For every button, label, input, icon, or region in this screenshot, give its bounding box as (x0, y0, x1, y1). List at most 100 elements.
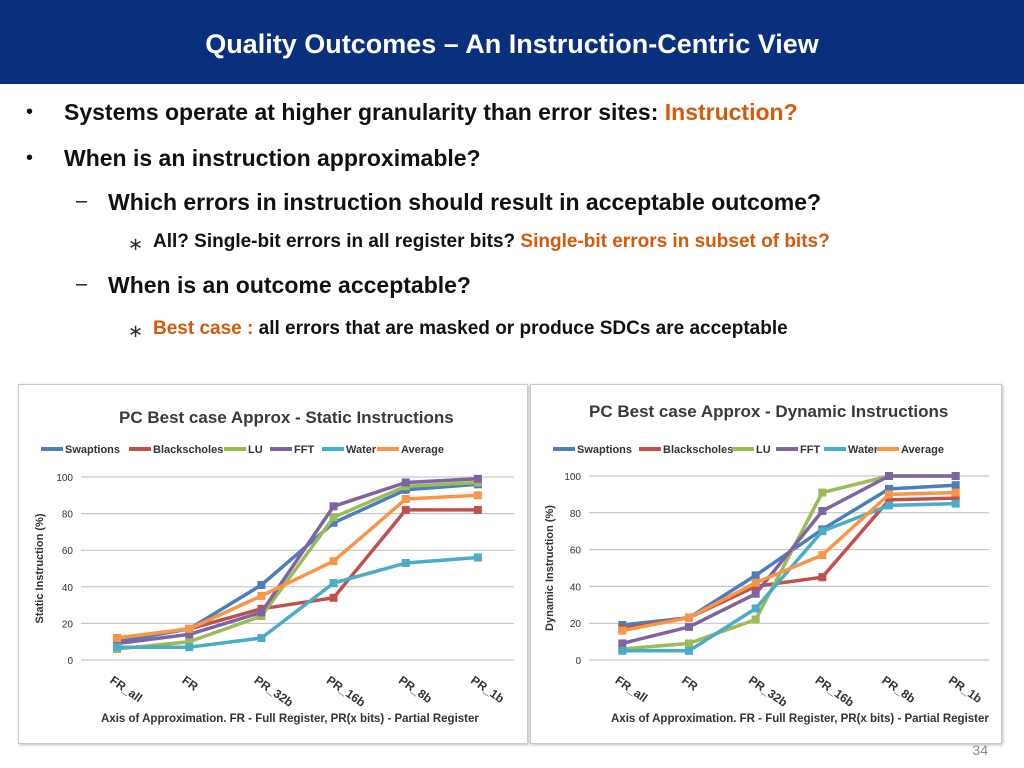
sub-sub-bullet-1: All? Single-bit errors in all register b… (153, 231, 830, 253)
legend-label: Water (848, 444, 879, 456)
data-point (185, 630, 194, 639)
legend-label: Average (401, 444, 444, 456)
data-point (818, 551, 827, 560)
series-line (116, 480, 478, 651)
series-line (116, 477, 478, 646)
series-line (622, 496, 956, 631)
sub-sub-bullet-2: Best case : all errors that are masked o… (153, 318, 788, 340)
data-point (885, 484, 893, 493)
data-point (618, 626, 627, 635)
series-line (621, 490, 956, 633)
data-point (885, 501, 893, 510)
data-point (329, 579, 338, 588)
static-instructions-chart: PC Best case Approx - Static Instruction… (34, 408, 514, 725)
chart-title: PC Best case Approx - Dynamic Instructio… (589, 402, 948, 421)
data-point (185, 643, 194, 652)
data-point (885, 472, 893, 480)
chart-panel-static: PC Best case Approx - Static Instruction… (18, 384, 528, 744)
bullet-dot: • (26, 101, 34, 123)
sub-sub-2-text: all errors that are masked or produce SD… (258, 318, 788, 339)
bullet-1-highlight: Instruction? (664, 99, 798, 125)
data-point (885, 495, 893, 504)
chart-panel-dynamic: PC Best case Approx - Dynamic Instructio… (530, 384, 1002, 744)
x-tick-label: PR_1b (946, 673, 985, 706)
x-tick-label: FR_all (613, 673, 651, 705)
legend-label: Water (346, 444, 377, 456)
bullet-1-text: Systems operate at higher granularity th… (64, 99, 665, 125)
sub-sub-2-highlight: Best case : (153, 318, 259, 339)
chart-title: PC Best case Approx - Static Instruction… (119, 408, 454, 427)
legend-label: FFT (800, 444, 820, 456)
slide-title: Quality Outcomes – An Instruction-Centri… (205, 29, 819, 59)
data-point (257, 591, 266, 600)
data-point (751, 604, 760, 613)
asterisk-marker: ∗ (128, 234, 144, 254)
data-point (473, 553, 482, 562)
data-point (818, 527, 827, 536)
y-tick-label: 80 (570, 509, 582, 520)
data-point (751, 615, 760, 624)
data-point (329, 557, 338, 566)
data-point (818, 506, 827, 515)
data-point (329, 518, 338, 527)
x-tick-label: FR (679, 673, 700, 694)
data-point (685, 622, 693, 631)
data-point (885, 490, 893, 499)
legend-label: LU (756, 444, 771, 456)
sub-sub-1-highlight: Single-bit errors in subset of bits? (520, 231, 830, 252)
x-axis-label: Axis of Approximation. FR - Full Registe… (101, 713, 479, 725)
y-tick-label: 100 (56, 473, 73, 484)
data-point (401, 478, 410, 487)
data-point (401, 494, 410, 503)
data-point (257, 608, 266, 617)
legend-label: Swaptions (65, 444, 120, 456)
data-point (751, 589, 760, 598)
data-point (329, 513, 338, 522)
y-axis-label: Dynamic Instruction (%) (544, 505, 556, 631)
series-line (117, 555, 479, 649)
legend-label: Blackscholes (153, 444, 223, 456)
bullet-line-2: When is an instruction approximable? (64, 145, 481, 171)
data-point (618, 639, 627, 648)
page-number: 34 (972, 742, 988, 758)
data-point (257, 634, 266, 643)
y-axis-label: Static Instruction (%) (34, 513, 46, 623)
data-point (329, 502, 338, 511)
y-tick-label: 40 (62, 583, 74, 594)
y-tick-label: 60 (62, 546, 74, 557)
y-tick-label: 60 (570, 546, 582, 557)
data-point (185, 624, 194, 633)
data-point (473, 505, 482, 514)
data-point (618, 646, 627, 655)
series-line (622, 501, 956, 653)
series-line (116, 508, 478, 640)
x-axis-label: Axis of Approximation. FR - Full Registe… (611, 713, 989, 725)
series-line (116, 493, 478, 640)
sub-bullet-2: When is an outcome acceptable? (108, 272, 471, 298)
y-tick-label: 0 (67, 656, 73, 667)
data-point (401, 505, 410, 514)
sub-sub-1-text: All? Single-bit errors in all register b… (153, 231, 521, 252)
y-tick-label: 100 (564, 472, 581, 483)
legend-label: Blackscholes (663, 444, 733, 456)
dynamic-instructions-chart: PC Best case Approx - Dynamic Instructio… (544, 402, 989, 725)
data-point (751, 578, 760, 587)
x-tick-label: PR_32b (252, 673, 296, 710)
data-point (818, 488, 827, 497)
data-point (185, 637, 194, 646)
legend-label: FFT (294, 444, 314, 456)
data-point (113, 634, 122, 643)
data-point (685, 646, 693, 655)
x-tick-label: FR_all (107, 673, 145, 705)
y-tick-label: 40 (570, 582, 582, 593)
data-point (401, 559, 410, 568)
legend-label: Average (901, 444, 944, 456)
x-tick-label: PR_1b (468, 673, 507, 706)
sub-bullet-1: Which errors in instruction should resul… (108, 189, 822, 215)
data-point (751, 571, 760, 580)
data-point (113, 643, 122, 652)
x-tick-label: PR_8b (396, 673, 435, 706)
x-tick-label: PR_8b (879, 673, 918, 706)
legend-label: Swaptions (577, 444, 632, 456)
x-tick-label: FR (180, 673, 201, 694)
